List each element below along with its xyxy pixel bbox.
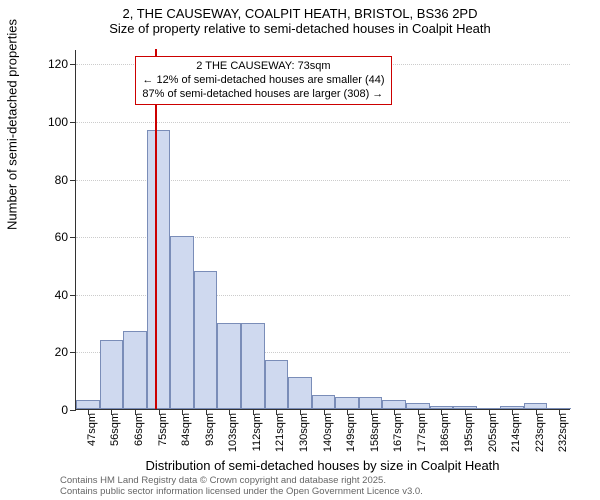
histogram-bar <box>359 397 383 409</box>
annotation-line: 2 THE CAUSEWAY: 73sqm <box>142 60 384 74</box>
x-tick-label: 66sqm <box>133 413 145 446</box>
x-tick-label: 84sqm <box>180 413 192 446</box>
annotation-box: 2 THE CAUSEWAY: 73sqm← 12% of semi-detac… <box>135 56 391 105</box>
histogram-bar <box>335 397 359 409</box>
x-tick-label: 205sqm <box>487 413 499 452</box>
x-tick-label: 195sqm <box>463 413 475 452</box>
x-tick-label: 232sqm <box>557 413 569 452</box>
chart-subtitle: Size of property relative to semi-detach… <box>0 21 600 36</box>
property-size-chart: 2, THE CAUSEWAY, COALPIT HEATH, BRISTOL,… <box>0 0 600 500</box>
y-axis-label: Number of semi-detached properties <box>5 19 20 230</box>
histogram-bar <box>100 340 124 409</box>
x-tick-label: 149sqm <box>345 413 357 452</box>
x-tick-label: 47sqm <box>86 413 98 446</box>
x-tick-label: 158sqm <box>369 413 381 452</box>
y-tick <box>70 64 76 65</box>
histogram-bar <box>241 323 265 409</box>
y-tick <box>70 352 76 353</box>
histogram-bar <box>217 323 241 409</box>
x-tick-label: 214sqm <box>510 413 522 452</box>
histogram-bar <box>288 377 312 409</box>
y-tick-label: 100 <box>36 115 68 129</box>
x-tick-label: 103sqm <box>227 413 239 452</box>
x-tick-label: 177sqm <box>416 413 428 452</box>
histogram-bar <box>194 271 218 409</box>
y-tick <box>70 180 76 181</box>
annotation-line: 87% of semi-detached houses are larger (… <box>142 88 384 102</box>
y-tick <box>70 295 76 296</box>
x-tick-label: 93sqm <box>204 413 216 446</box>
y-tick-label: 120 <box>36 57 68 71</box>
histogram-bar <box>170 236 194 409</box>
chart-title: 2, THE CAUSEWAY, COALPIT HEATH, BRISTOL,… <box>0 6 600 21</box>
histogram-bar <box>147 130 171 409</box>
y-tick-label: 0 <box>36 403 68 417</box>
x-tick-label: 140sqm <box>322 413 334 452</box>
grid-line <box>76 122 570 123</box>
y-tick-label: 40 <box>36 288 68 302</box>
histogram-bar <box>312 395 336 409</box>
chart-titles: 2, THE CAUSEWAY, COALPIT HEATH, BRISTOL,… <box>0 6 600 36</box>
histogram-bar <box>123 331 147 409</box>
x-tick-label: 112sqm <box>251 413 263 451</box>
histogram-bar <box>382 400 406 409</box>
y-tick-label: 80 <box>36 173 68 187</box>
x-tick-label: 130sqm <box>298 413 310 452</box>
plot-area: 02040608010012047sqm56sqm66sqm75sqm84sqm… <box>75 50 570 410</box>
attribution-line: Contains public sector information licen… <box>60 487 423 498</box>
y-tick <box>70 410 76 411</box>
y-tick-label: 20 <box>36 345 68 359</box>
x-tick-label: 167sqm <box>392 413 404 452</box>
annotation-line: ← 12% of semi-detached houses are smalle… <box>142 74 384 88</box>
x-tick-label: 223sqm <box>534 413 546 452</box>
histogram-bar <box>76 400 100 409</box>
x-tick-label: 75sqm <box>157 413 169 446</box>
x-axis-label: Distribution of semi-detached houses by … <box>75 458 570 473</box>
x-tick-label: 56sqm <box>109 413 121 446</box>
y-tick-label: 60 <box>36 230 68 244</box>
x-tick-label: 186sqm <box>439 413 451 452</box>
x-tick-label: 121sqm <box>274 413 286 452</box>
attribution-text: Contains HM Land Registry data © Crown c… <box>60 476 423 498</box>
y-tick <box>70 122 76 123</box>
histogram-bar <box>265 360 289 409</box>
y-tick <box>70 237 76 238</box>
